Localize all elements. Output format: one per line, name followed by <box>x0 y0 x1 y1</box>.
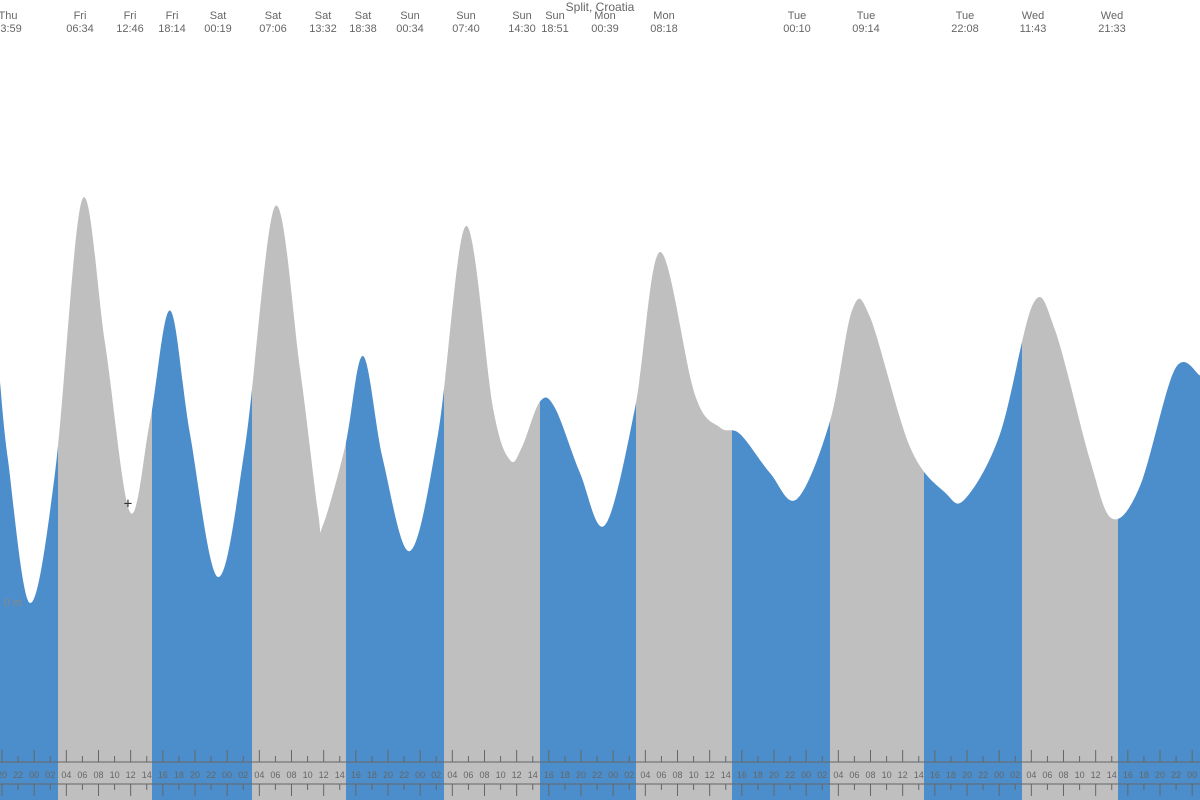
hour-tick-label: 16 <box>737 770 747 780</box>
hour-tick-label: 18 <box>946 770 956 780</box>
hour-tick-label: 10 <box>496 770 506 780</box>
hour-tick-label: 14 <box>142 770 152 780</box>
hour-tick-label: 14 <box>721 770 731 780</box>
hour-tick-label: 10 <box>882 770 892 780</box>
hour-tick-label: 14 <box>528 770 538 780</box>
hour-tick-label: 22 <box>785 770 795 780</box>
tide-time-label: Mon08:18 <box>650 10 678 36</box>
hour-tick-label: 22 <box>206 770 216 780</box>
hour-tick-label: 18 <box>174 770 184 780</box>
tide-time-label: Sun14:30 <box>508 10 536 36</box>
hour-tick-label: 16 <box>1123 770 1133 780</box>
hour-tick-label: 00 <box>222 770 232 780</box>
hour-tick-label: 04 <box>640 770 650 780</box>
hour-tick-label: 22 <box>1171 770 1181 780</box>
hour-tick-label: 10 <box>689 770 699 780</box>
hour-tick-label: 12 <box>512 770 522 780</box>
hour-tick-label: 10 <box>110 770 120 780</box>
hour-tick-label: 06 <box>463 770 473 780</box>
hour-tick-label: 18 <box>560 770 570 780</box>
hour-tick-label: 12 <box>705 770 715 780</box>
hour-tick-label: 22 <box>592 770 602 780</box>
top-axis-labels: Thu23:59 Fri06:34 Fri12:46 Fri18:14 Sat00:19… <box>0 10 1200 40</box>
hour-tick-label: 08 <box>672 770 682 780</box>
hour-tick-label: 06 <box>270 770 280 780</box>
hour-tick-label: 02 <box>817 770 827 780</box>
hour-tick-label: 00 <box>1187 770 1197 780</box>
hour-tick-label: 22 <box>13 770 23 780</box>
hour-tick-label: 00 <box>608 770 618 780</box>
hour-tick-label: 00 <box>415 770 425 780</box>
tide-time-label: Sun18:51 <box>541 10 569 36</box>
hour-tick-label: 08 <box>1058 770 1068 780</box>
hour-tick-label: 14 <box>1107 770 1117 780</box>
tide-time-label: Wed21:33 <box>1098 10 1126 36</box>
hour-tick-label: 20 <box>1155 770 1165 780</box>
hour-tick-label: 04 <box>447 770 457 780</box>
tide-time-label: Sat00:19 <box>204 10 232 36</box>
hour-tick-label: 04 <box>61 770 71 780</box>
tide-time-label: Thu23:59 <box>0 10 22 36</box>
hour-tick-label: 12 <box>319 770 329 780</box>
hour-tick-label: 02 <box>45 770 55 780</box>
y-axis-label: 0 m <box>4 597 22 609</box>
hour-tick-label: 20 <box>769 770 779 780</box>
hour-tick-label: 18 <box>367 770 377 780</box>
hour-tick-label: 08 <box>93 770 103 780</box>
hour-tick-label: 16 <box>351 770 361 780</box>
hour-tick-label: 08 <box>479 770 489 780</box>
hour-tick-label: 02 <box>238 770 248 780</box>
tide-time-label: Sun00:34 <box>396 10 424 36</box>
hour-tick-label: 04 <box>1026 770 1036 780</box>
hour-tick-label: 20 <box>962 770 972 780</box>
tide-time-label: Wed11:43 <box>1020 10 1047 36</box>
hour-tick-label: 10 <box>1075 770 1085 780</box>
tide-time-label: Tue09:14 <box>852 10 880 36</box>
chart-svg <box>0 0 1200 800</box>
hour-tick-label: 06 <box>77 770 87 780</box>
hour-tick-label: 00 <box>994 770 1004 780</box>
tide-time-label: Sat13:32 <box>309 10 337 36</box>
tide-time-label: Tue22:08 <box>951 10 979 36</box>
hour-tick-label: 02 <box>1010 770 1020 780</box>
hour-tick-label: 06 <box>849 770 859 780</box>
hour-tick-label: 14 <box>335 770 345 780</box>
hour-tick-label: 16 <box>158 770 168 780</box>
tide-time-label: Sat18:38 <box>349 10 377 36</box>
tide-time-label: Fri12:46 <box>116 10 144 36</box>
hour-tick-label: 02 <box>431 770 441 780</box>
tide-chart: Split, Croatia Thu23:59Fri06:34Fri12:46F… <box>0 0 1200 800</box>
hour-tick-label: 16 <box>930 770 940 780</box>
cursor-cross-marker: + <box>124 496 132 512</box>
hour-tick-label: 12 <box>126 770 136 780</box>
hour-tick-label: 00 <box>801 770 811 780</box>
tide-time-label: Fri06:34 <box>66 10 94 36</box>
hour-tick-label: 04 <box>833 770 843 780</box>
hour-tick-label: 08 <box>286 770 296 780</box>
tide-time-label: Mon00:39 <box>591 10 619 36</box>
tide-time-label: Fri18:14 <box>158 10 186 36</box>
hour-tick-label: 00 <box>29 770 39 780</box>
hour-tick-label: 16 <box>544 770 554 780</box>
hour-tick-label: 18 <box>1139 770 1149 780</box>
hour-tick-label: 02 <box>624 770 634 780</box>
tide-time-label: Sun07:40 <box>452 10 480 36</box>
hour-tick-label: 12 <box>1091 770 1101 780</box>
hour-tick-label: 22 <box>399 770 409 780</box>
hour-tick-label: 06 <box>656 770 666 780</box>
hour-tick-label: 20 <box>0 770 7 780</box>
hour-tick-label: 06 <box>1042 770 1052 780</box>
hour-tick-label: 10 <box>303 770 313 780</box>
hour-tick-label: 04 <box>254 770 264 780</box>
hour-tick-label: 22 <box>978 770 988 780</box>
hour-tick-label: 14 <box>914 770 924 780</box>
hour-tick-label: 20 <box>576 770 586 780</box>
hour-tick-label: 08 <box>865 770 875 780</box>
tide-time-label: Sat07:06 <box>259 10 287 36</box>
hour-tick-label: 20 <box>190 770 200 780</box>
hour-tick-label: 20 <box>383 770 393 780</box>
hour-tick-label: 12 <box>898 770 908 780</box>
tide-time-label: Tue00:10 <box>783 10 811 36</box>
hour-tick-label: 18 <box>753 770 763 780</box>
